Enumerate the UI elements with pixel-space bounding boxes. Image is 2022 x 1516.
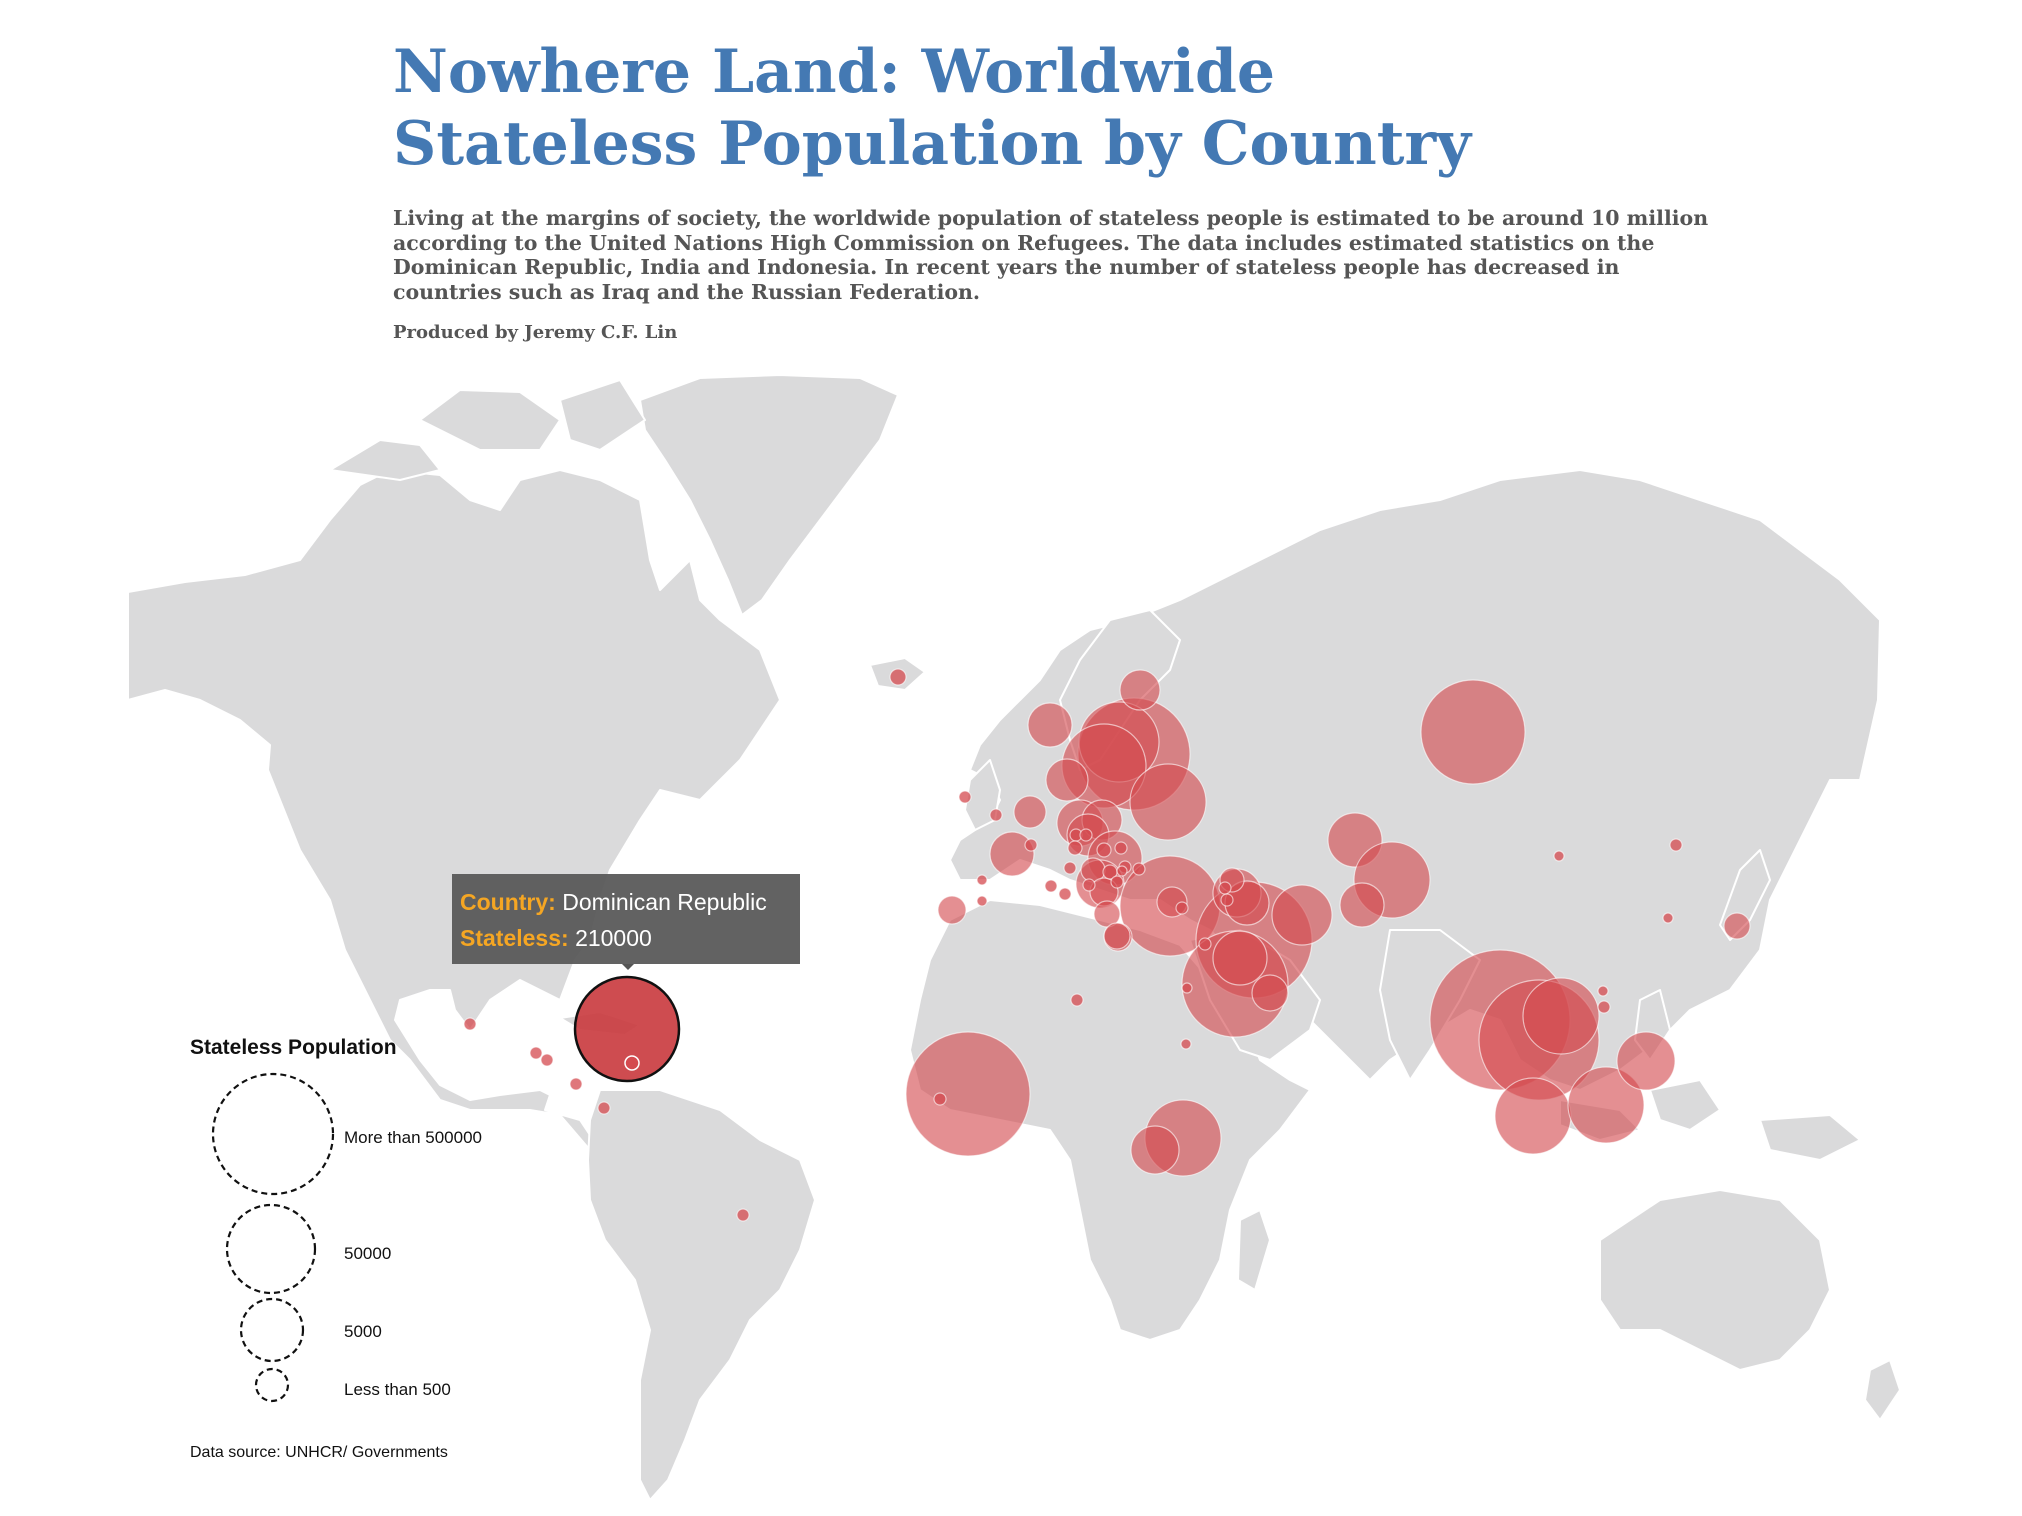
land-greenland	[639, 374, 899, 616]
legend-label-small: 5000	[344, 1322, 382, 1341]
legend-circle-1	[225, 1203, 317, 1295]
country-bubble[interactable]	[1070, 993, 1084, 1007]
legend-circle-0	[211, 1072, 335, 1196]
legend-label-smallest: Less than 500	[344, 1380, 451, 1399]
land-new-guinea	[1759, 1114, 1861, 1161]
dominican-republic-bubble[interactable]	[573, 975, 681, 1083]
country-bubble[interactable]	[1045, 758, 1089, 802]
land-north-america	[127, 469, 781, 1151]
country-bubble[interactable]	[1271, 884, 1333, 946]
country-bubble[interactable]	[1058, 887, 1072, 901]
data-source: Data source: UNHCR/ Governments	[190, 1444, 448, 1461]
country-bubble[interactable]	[1597, 985, 1609, 997]
country-bubble[interactable]	[905, 1031, 1031, 1157]
country-bubble[interactable]	[1181, 982, 1193, 994]
country-bubble[interactable]	[1522, 977, 1600, 1055]
land-masses	[127, 374, 1901, 1501]
country-bubble[interactable]	[1079, 828, 1093, 842]
country-bubble[interactable]	[1132, 862, 1146, 876]
country-bubble[interactable]	[1251, 974, 1289, 1012]
country-bubble[interactable]	[1110, 875, 1124, 889]
country-bubble[interactable]	[1024, 838, 1038, 852]
stateless-bubbles	[463, 668, 1751, 1222]
country-bubble[interactable]	[1103, 922, 1131, 950]
country-bubble[interactable]	[1013, 795, 1047, 829]
country-bubble[interactable]	[540, 1053, 554, 1067]
country-bubble[interactable]	[933, 1092, 947, 1106]
tooltip-country-row: Country: Dominican Republic	[460, 884, 800, 920]
country-bubble[interactable]	[976, 895, 988, 907]
map-subtitle: Living at the margins of society, the wo…	[393, 206, 1709, 304]
legend-label-medium: 50000	[344, 1244, 392, 1263]
country-bubble[interactable]	[1567, 1066, 1645, 1144]
country-bubble[interactable]	[989, 808, 1003, 822]
tooltip-stateless-value: 210000	[575, 925, 652, 951]
country-bubble[interactable]	[1218, 881, 1232, 895]
land-south-america	[587, 1089, 816, 1501]
country-bubble[interactable]	[569, 1077, 583, 1091]
land-indonesia-2	[1649, 1079, 1721, 1131]
country-bubble[interactable]	[1339, 882, 1385, 928]
country-bubble[interactable]	[1067, 840, 1083, 856]
legend-title: Stateless Population	[190, 1036, 397, 1059]
country-bubble[interactable]	[1027, 702, 1073, 748]
land-arctic-islands-2	[419, 389, 561, 451]
country-bubble[interactable]	[529, 1046, 543, 1060]
country-bubble[interactable]	[1212, 930, 1268, 986]
country-bubble[interactable]	[889, 668, 907, 686]
land-new-zealand	[1864, 1359, 1901, 1421]
byline: Produced by Jeremy C.F. Lin	[393, 322, 678, 343]
country-bubble[interactable]	[1616, 1031, 1676, 1091]
land-madagascar	[1237, 1209, 1271, 1291]
country-bubble[interactable]	[624, 1055, 640, 1071]
country-bubble[interactable]	[1662, 912, 1674, 924]
country-bubble[interactable]	[1553, 850, 1565, 862]
tooltip-country-value: Dominican Republic	[562, 889, 767, 915]
tooltip-stateless-key: Stateless:	[460, 925, 569, 951]
country-bubble[interactable]	[1114, 841, 1128, 855]
country-bubble[interactable]	[1082, 878, 1096, 892]
country-bubble[interactable]	[1220, 893, 1234, 907]
country-bubble[interactable]	[937, 895, 967, 925]
country-bubble[interactable]	[1119, 669, 1161, 711]
country-bubble[interactable]	[1130, 1125, 1180, 1175]
country-bubble[interactable]	[1669, 838, 1683, 852]
tooltip-country-key: Country:	[460, 889, 556, 915]
country-bubble[interactable]	[976, 874, 988, 886]
country-bubble[interactable]	[989, 831, 1035, 877]
country-bubble[interactable]	[1494, 1077, 1572, 1155]
tooltip-pointer	[622, 964, 634, 970]
land-arctic-islands-3	[559, 379, 646, 451]
country-bubble[interactable]	[1129, 763, 1207, 841]
country-bubble[interactable]	[1044, 879, 1058, 893]
country-bubble[interactable]	[1175, 901, 1189, 915]
legend-circle-2	[239, 1297, 305, 1363]
country-bubble[interactable]	[1597, 1000, 1611, 1014]
legend-circle-3	[254, 1367, 290, 1403]
country-tooltip: Country: Dominican Republic Stateless: 2…	[452, 874, 800, 964]
country-bubble[interactable]	[1116, 865, 1128, 877]
country-bubble[interactable]	[1723, 912, 1751, 940]
country-bubble[interactable]	[958, 790, 972, 804]
map-title: Nowhere Land: Worldwide Stateless Popula…	[393, 37, 1471, 179]
country-bubble[interactable]	[597, 1101, 611, 1115]
country-bubble[interactable]	[1198, 937, 1212, 951]
land-arctic-islands-1	[329, 439, 441, 481]
country-bubble[interactable]	[1096, 842, 1112, 858]
legend-circles	[211, 1072, 335, 1403]
land-australia	[1599, 1189, 1831, 1371]
country-bubble[interactable]	[736, 1208, 750, 1222]
country-bubble[interactable]	[463, 1017, 477, 1031]
country-bubble[interactable]	[1063, 861, 1077, 875]
tooltip-stateless-row: Stateless: 210000	[460, 920, 800, 956]
legend-label-large: More than 500000	[344, 1128, 482, 1147]
country-bubble[interactable]	[1420, 679, 1526, 785]
country-bubble[interactable]	[1180, 1038, 1192, 1050]
